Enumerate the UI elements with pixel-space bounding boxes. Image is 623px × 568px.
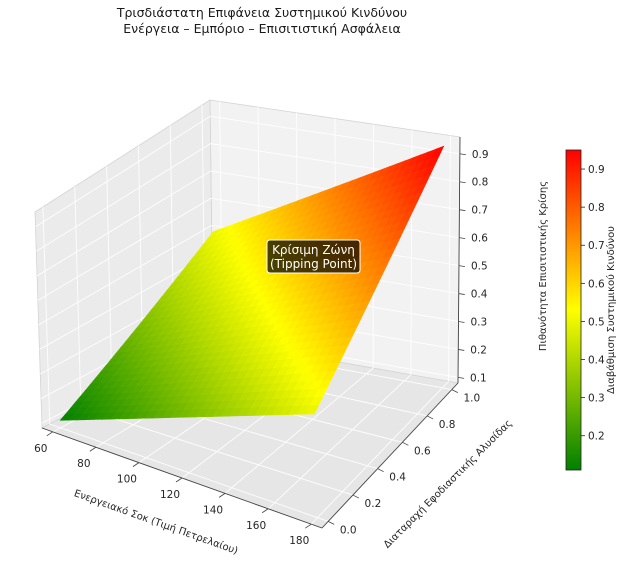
y-tick-label: 0.4 xyxy=(389,472,406,484)
y-tick-mark xyxy=(328,521,335,525)
z-axis-spine xyxy=(457,136,461,384)
z-tick-label: 0.6 xyxy=(471,233,488,245)
z-tick-label: 0.7 xyxy=(471,205,488,217)
chart-title-line-1: Τρισδιάστατη Επιφάνεια Συστημικού Κινδύν… xyxy=(116,5,407,20)
z-tick-label: 0.9 xyxy=(472,149,489,161)
x-tick-label: 160 xyxy=(246,520,266,532)
colorbar-tick-label: 0.5 xyxy=(588,316,605,328)
x-tick-mark xyxy=(132,462,140,467)
chart-title-line-2: Ενέργεια – Εμπόριο – Επισιτιστική Ασφάλε… xyxy=(123,21,401,36)
y-tick-label: 0.8 xyxy=(439,419,456,431)
annotation-line-1: Κρίσιμη Ζώνη xyxy=(272,243,355,257)
x-tick-mark xyxy=(218,493,226,498)
x-tick-mark xyxy=(175,477,183,483)
z-tick-label: 0.8 xyxy=(472,177,489,189)
x-tick-label: 60 xyxy=(34,443,47,455)
y-tick-label: 1.0 xyxy=(463,393,480,405)
tipping-point-annotation: Κρίσιμη Ζώνη (Tipping Point) xyxy=(266,239,361,274)
z-tick-label: 0.2 xyxy=(470,344,487,356)
z-tick-mark xyxy=(458,265,466,267)
y-tick-label: 0.2 xyxy=(365,498,382,510)
colorbar-tick-label: 0.8 xyxy=(588,202,605,214)
x-tick-label: 80 xyxy=(77,458,90,470)
z-tick-mark xyxy=(459,153,466,156)
x-tick-label: 140 xyxy=(203,504,223,516)
z-tick-mark xyxy=(459,237,466,240)
z-axis-ticks: 0.1 0.2 0.3 0.4 0.5 0.6 0.7 0.8 0.9 xyxy=(457,149,489,384)
x-axis-label: Ενεργειακό Σοκ (Τιμή Πετρελαίου) xyxy=(72,487,239,557)
z-tick-mark xyxy=(459,209,466,212)
z-tick-mark xyxy=(458,293,465,295)
z-tick-label: 0.3 xyxy=(471,317,488,329)
z-axis-label: Πιθανότητα Επισιτιστικής Κρίσης xyxy=(537,181,549,351)
x-grid-line xyxy=(310,135,451,525)
x-tick-label: 180 xyxy=(289,535,309,547)
colorbar-tick-label: 0.2 xyxy=(588,431,605,443)
x-tick-label: 100 xyxy=(117,474,137,486)
z-grid-line xyxy=(35,115,460,228)
x-tick-mark xyxy=(46,431,53,437)
x-tick-mark xyxy=(305,523,312,529)
y-tick-mark xyxy=(451,389,458,393)
z-tick-label: 0.1 xyxy=(470,372,487,384)
y-tick-mark xyxy=(352,494,360,499)
annotation-line-2: (Tipping Point) xyxy=(270,257,357,271)
y-tick-label: 0.6 xyxy=(414,445,431,457)
z-tick-label: 0.4 xyxy=(471,289,488,301)
surface-cell xyxy=(305,405,320,415)
colorbar-ticks: 0.2 0.3 0.4 0.5 0.6 0.7 0.8 0.9 xyxy=(581,164,605,443)
y-axis-spine xyxy=(321,382,459,529)
z-tick-mark xyxy=(457,377,465,379)
colorbar-label: Διαβάθμιση Συστημικού Κινδύνου xyxy=(605,226,617,394)
colorbar: 0.2 0.3 0.4 0.5 0.6 0.7 0.8 0.9 Διαβάθμιση Συστ… xyxy=(565,149,617,471)
y-tick-mark xyxy=(377,468,384,473)
x-tick-mark xyxy=(261,508,269,514)
z-tick-label: 0.5 xyxy=(471,261,488,273)
x-tick-mark xyxy=(89,446,97,452)
y-axis-ticks: 0.0 0.2 0.4 0.6 0.8 1.0 xyxy=(328,389,480,536)
y-tick-mark xyxy=(402,441,409,446)
y-tick-mark xyxy=(426,415,434,420)
x-tick-label: 120 xyxy=(160,489,180,501)
colorbar-tick-label: 0.7 xyxy=(588,240,605,252)
colorbar-tick-label: 0.9 xyxy=(588,164,605,176)
colorbar-tick-label: 0.6 xyxy=(588,278,605,290)
z-tick-mark xyxy=(459,181,466,184)
colorbar-tick-label: 0.3 xyxy=(588,393,605,405)
z-tick-mark xyxy=(458,349,465,351)
z-tick-mark xyxy=(458,321,465,323)
x-axis-ticks: 60 80 100 120 140 160 180 xyxy=(34,431,312,547)
y-tick-label: 0.0 xyxy=(340,524,357,536)
colorbar-tick-label: 0.4 xyxy=(588,355,605,367)
annotation-box xyxy=(266,239,361,274)
colorbar-gradient xyxy=(565,149,582,471)
z-grid-line xyxy=(36,143,460,252)
y-grid-line xyxy=(42,206,329,522)
